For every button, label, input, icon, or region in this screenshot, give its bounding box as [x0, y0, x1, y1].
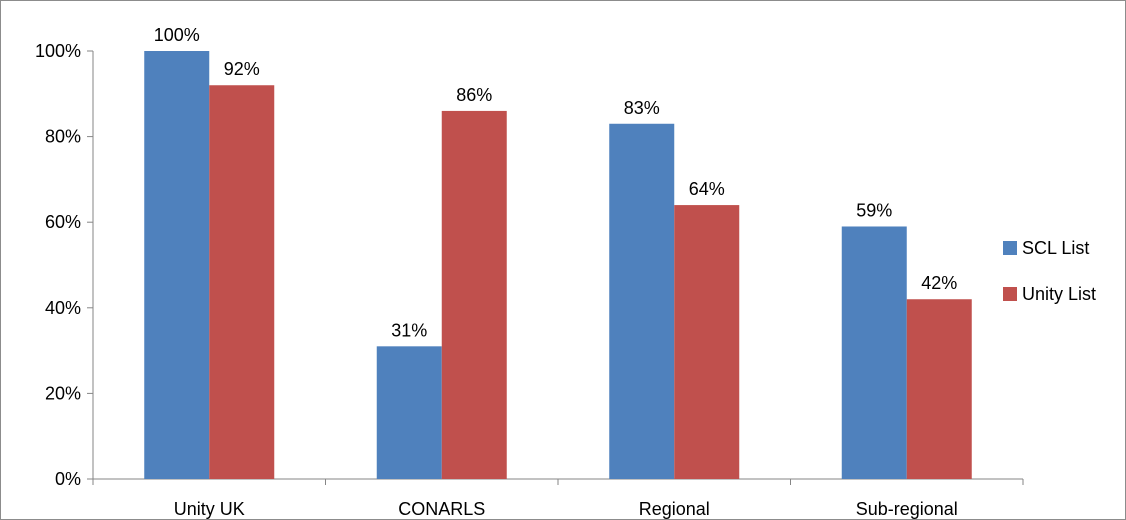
data-label: 100% — [154, 25, 200, 45]
data-label: 83% — [624, 98, 660, 118]
bar — [906, 299, 972, 479]
y-tick-label: 60% — [45, 212, 81, 232]
x-tick-label: CONARLS — [398, 499, 485, 519]
y-tick-label: 40% — [45, 298, 81, 318]
y-tick-label: 0% — [55, 469, 81, 489]
bar — [209, 85, 275, 480]
data-label: 31% — [391, 320, 427, 340]
bars — [144, 51, 972, 480]
data-label: 64% — [689, 179, 725, 199]
bar — [144, 51, 210, 479]
data-label: 86% — [456, 85, 492, 105]
x-tick-label: Sub-regional — [856, 499, 958, 519]
legend: SCL List Unity List — [1003, 238, 1096, 304]
x-tick-label: Regional — [639, 499, 710, 519]
data-label: 42% — [921, 273, 957, 293]
bar — [674, 205, 740, 479]
bar — [609, 123, 675, 479]
bar — [841, 226, 907, 479]
data-label: 59% — [856, 200, 892, 220]
data-labels: 100% 92% 31% 86% 83% 64% 59% 42% — [154, 25, 958, 340]
y-tick-label: 20% — [45, 383, 81, 403]
data-label: 92% — [224, 59, 260, 79]
y-tick-label: 100% — [35, 41, 81, 61]
legend-swatch — [1003, 287, 1017, 301]
axes: 0% 20% 40% 60% 80% 100% Unity UK CONARLS Regiona… — [35, 41, 1024, 519]
bar — [441, 110, 507, 480]
y-tick-label: 80% — [45, 127, 81, 147]
legend-label: SCL List — [1022, 238, 1089, 258]
bar — [376, 346, 442, 479]
legend-swatch — [1003, 241, 1017, 255]
legend-label: Unity List — [1022, 284, 1096, 304]
x-tick-label: Unity UK — [174, 499, 245, 519]
